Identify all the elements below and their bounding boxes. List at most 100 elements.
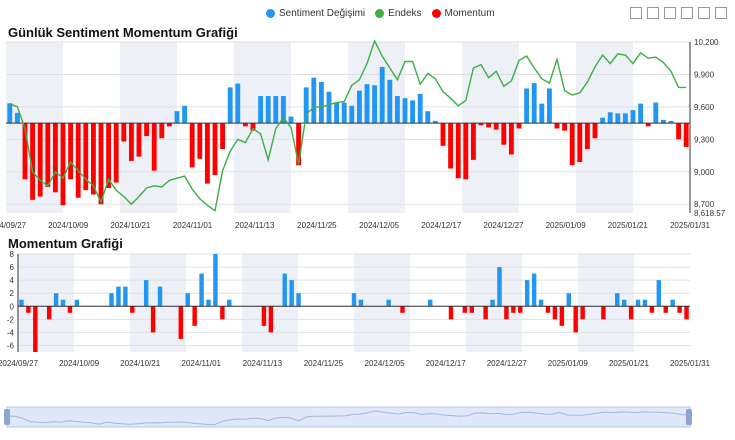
sentiment-bar [607, 112, 613, 124]
x-tick-label: 2024/10/09 [59, 359, 100, 368]
restore-icon[interactable] [664, 7, 676, 19]
momentum-pos-bar [615, 293, 620, 307]
momentum-neg-bar [130, 306, 135, 313]
x-tick-label: 2024/11/25 [297, 221, 337, 230]
momentum-pos-bar [386, 299, 391, 307]
sentiment-bar [174, 111, 180, 124]
momentum-pos-bar [427, 299, 433, 307]
momentum-pos-bar [621, 299, 627, 307]
data-view-icon[interactable] [698, 7, 710, 19]
x-tick-label: 2024/10/09 [48, 221, 89, 230]
momentum-neg-bar [628, 306, 634, 320]
sentiment-bar [524, 88, 530, 124]
legend-item-momentum[interactable]: Momentum [431, 7, 495, 19]
momentum-bar [554, 123, 560, 129]
momentum-bar [463, 123, 469, 180]
x-tick-label: 2024/11/01 [182, 359, 222, 368]
y-tick-label: 0 [10, 302, 15, 311]
sentiment-bar [622, 113, 628, 124]
momentum-neg-bar [192, 306, 197, 326]
x-tick-label: 2024/12/05 [365, 359, 406, 368]
momentum-bar [440, 123, 446, 146]
sentiment-bar [349, 105, 355, 124]
sentiment-bar [394, 96, 400, 124]
momentum-bar [128, 123, 134, 161]
momentum-bar [470, 123, 476, 160]
sentiment-bar [334, 102, 340, 124]
momentum-neg-bar [511, 306, 516, 313]
sentiment-bar [410, 100, 416, 124]
legend-dot-endeks [375, 8, 385, 18]
sentiment-bar [531, 83, 537, 124]
momentum-neg-bar [469, 306, 474, 313]
y-tick-label: 8,700 [694, 200, 715, 209]
momentum-pos-bar [490, 299, 495, 307]
momentum-neg-bar [178, 306, 184, 339]
sentiment-bar [356, 90, 362, 124]
momentum-bar [189, 123, 195, 168]
legend-dot-sentiment [266, 8, 275, 18]
zoom-reset-icon[interactable] [647, 7, 659, 19]
momentum-bar [516, 123, 522, 129]
y-tick-label: -2 [7, 315, 15, 324]
momentum-pos-bar [497, 267, 502, 307]
momentum-bar [296, 123, 302, 166]
momentum-neg-bar [67, 306, 73, 313]
momentum-bar [45, 123, 51, 187]
momentum-bar [60, 123, 66, 206]
x-tick-label: 2024/10/21 [120, 359, 161, 368]
momentum-bar [197, 123, 203, 159]
refresh-icon[interactable] [681, 7, 693, 19]
momentum-neg-bar [33, 306, 38, 352]
y-tick-label: 9,600 [694, 103, 715, 112]
y-tick-label: 10,200 [694, 38, 719, 47]
legend-label-momentum: Momentum [444, 7, 495, 19]
momentum-bar [212, 123, 218, 175]
momentum-bar [645, 123, 651, 127]
x-tick-label: 2025/01/31 [670, 359, 711, 368]
momentum-bar [508, 123, 514, 155]
band-stripe [354, 254, 410, 352]
band-stripe [18, 254, 74, 352]
sentiment-bar [432, 120, 438, 124]
datazoom-handle-right [686, 409, 692, 425]
sentiment-bar [630, 110, 636, 124]
sentiment-bar [318, 82, 324, 124]
momentum-neg-bar [518, 306, 523, 313]
momentum-pos-bar [19, 299, 24, 307]
momentum-pos-bar [538, 299, 544, 307]
momentum-bar [676, 123, 682, 140]
momentum-bar [592, 123, 598, 139]
x-tick-label: 2024/11/13 [235, 221, 275, 230]
band-stripe [348, 42, 405, 213]
sentiment-bar [638, 103, 644, 124]
x-tick-label: 2024/09/27 [0, 221, 27, 230]
legend-item-endeks[interactable]: Endeks [375, 8, 422, 19]
sentiment-bar [7, 103, 13, 124]
sentiment-bar [280, 96, 286, 124]
momentum-neg-bar [601, 306, 606, 320]
momentum-neg-bar [545, 306, 551, 313]
x-tick-label: 2025/01/09 [546, 221, 587, 230]
save-image-icon[interactable] [715, 7, 727, 19]
band-stripe [234, 42, 291, 213]
momentum-pos-bar [296, 293, 301, 307]
sentiment-bar [326, 91, 332, 124]
momentum-bar [683, 123, 689, 147]
momentum-neg-bar [220, 306, 225, 320]
datazoom-slider [6, 406, 691, 428]
legend-item-sentiment[interactable]: Sentiment Değişimi [266, 8, 365, 19]
y-tick-label: 9,900 [694, 70, 715, 79]
momentum-bar [159, 123, 165, 139]
momentum-pos-bar [642, 299, 648, 307]
chart2-title: Momentum Grafiği [8, 236, 123, 251]
momentum-bar [220, 123, 226, 150]
sentiment-bar [341, 102, 347, 124]
zoom-icon[interactable] [630, 7, 642, 19]
momentum-bar [562, 123, 568, 131]
momentum-bar [166, 123, 172, 127]
momentum-pos-bar [143, 280, 149, 307]
x-tick-label: 2025/01/31 [670, 221, 711, 230]
sentiment-bar [402, 98, 408, 124]
